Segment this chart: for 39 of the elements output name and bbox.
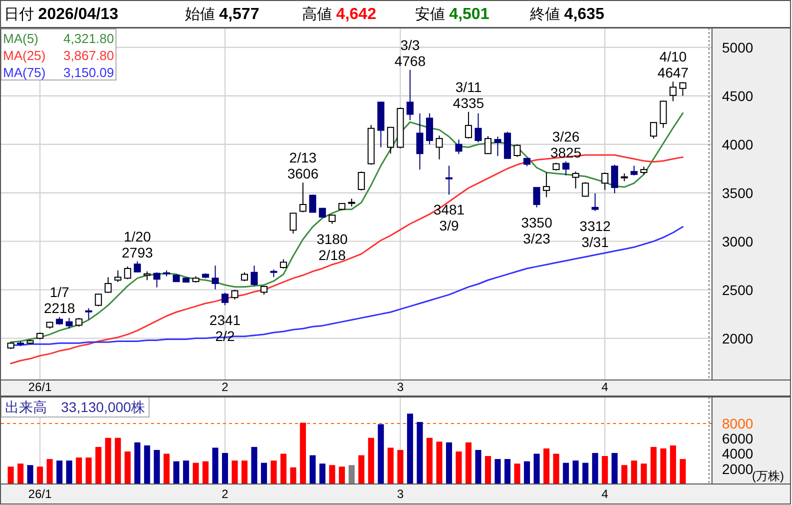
y-axis-title: (万株) <box>752 469 784 483</box>
text: 安値 4,501 <box>415 6 490 23</box>
annotation: 4/10 4647 <box>657 48 689 81</box>
annotation: 3/3 4768 <box>394 36 426 69</box>
y-tick-label: 4500 <box>722 88 754 104</box>
y-tick-label: 6000 <box>722 430 754 447</box>
annotation: 3312 3/31 <box>580 218 611 250</box>
x-tick-label: 3 <box>396 487 404 501</box>
chart-title: 出来高 33,130,000株 <box>5 399 146 415</box>
x-tick-label: 4 <box>602 487 609 501</box>
y-tick-label: 2500 <box>722 282 754 298</box>
y-tick-label: 4000 <box>722 136 754 152</box>
annotation: 1/20 2793 <box>122 228 154 260</box>
x-tick-label: 4 <box>602 380 609 394</box>
x-tick-label: 3 <box>396 380 404 394</box>
text: 終値 4,635 <box>529 6 604 23</box>
annotation: 1/7 2218 <box>44 284 76 316</box>
x-tick-label: 2 <box>222 487 229 501</box>
y-tick-label: 2000 <box>722 330 754 346</box>
x-tick-label: 2 <box>222 380 229 394</box>
y-tick-label: 2000 <box>722 460 754 477</box>
annotation: 2/13 3606 <box>287 150 319 182</box>
y-tick-label: 4000 <box>722 446 754 462</box>
x-tick-label: 26/1 <box>28 380 52 394</box>
title: 出来高 33,130,000株 <box>0 396 150 418</box>
y-tick-label: 3500 <box>722 184 754 201</box>
text: 日付 2026/04/13 <box>4 6 118 23</box>
x-tick-label: 26/1 <box>28 487 52 501</box>
text: 高値 4,642 <box>302 6 376 23</box>
annotation: 3350 3/23 <box>521 214 552 246</box>
text: 始値 4,577 <box>185 6 260 23</box>
y-tick-label: 3000 <box>722 233 754 250</box>
annotation: 3/11 4335 <box>452 78 484 111</box>
y-tick-label: 5000 <box>722 39 754 56</box>
ref-line-label: 8000 <box>722 415 754 432</box>
annotation: 3481 3/9 <box>433 202 465 234</box>
legend: MA(5) 4,321.80 MA(25) 3,867.80 MA(75) 3,150.09 <box>0 28 116 80</box>
annotation: 3/26 3825 <box>550 128 582 160</box>
annotation: 3180 2/18 <box>316 230 348 263</box>
